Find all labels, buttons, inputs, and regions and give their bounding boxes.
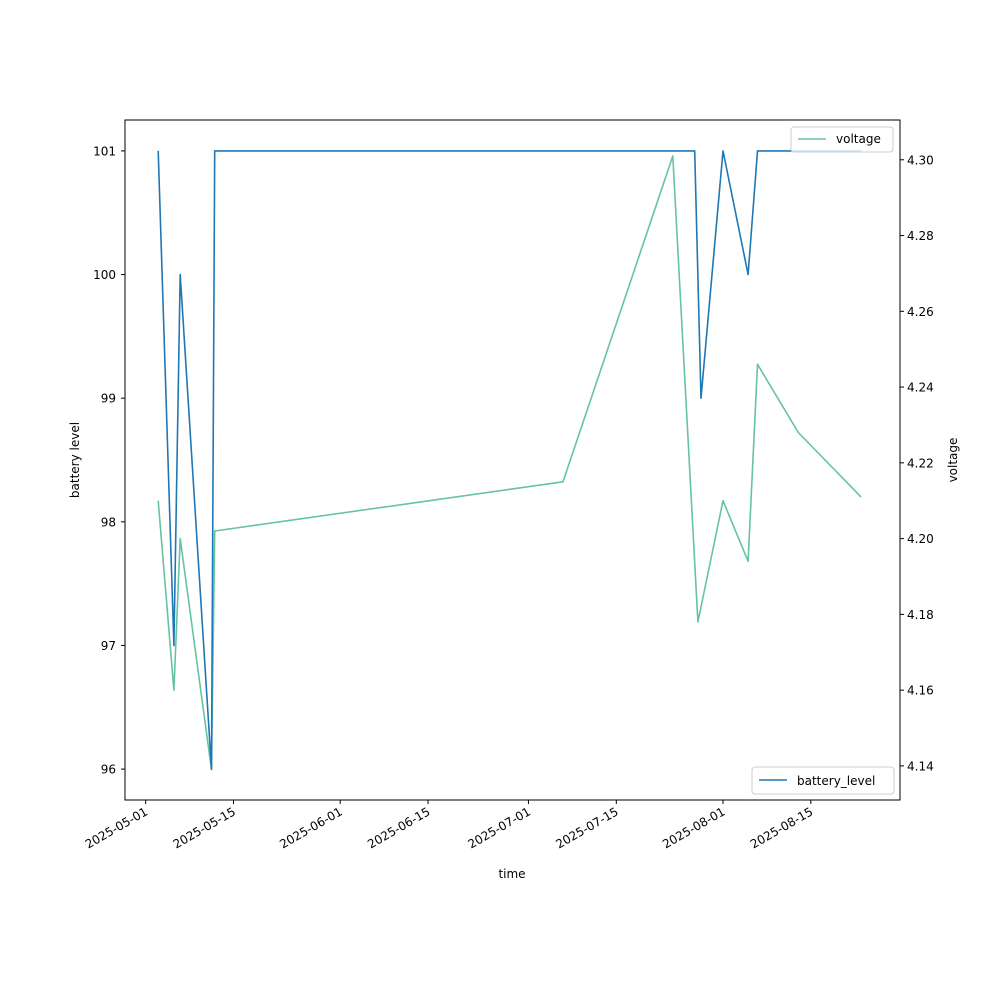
plot-lines	[157, 150, 862, 771]
right-y-tick-label: 4.18	[907, 608, 934, 622]
series-line-voltage	[157, 155, 862, 771]
right-y-tick-label: 4.30	[907, 153, 934, 167]
x-tick-label: 2025-06-01	[277, 804, 344, 851]
x-tick-label: 2025-08-15	[748, 804, 815, 851]
x-tick-label: 2025-07-15	[553, 804, 620, 851]
x-tick-label: 2025-05-01	[83, 804, 150, 851]
right-y-tick-label: 4.22	[907, 456, 934, 470]
x-tick-label: 2025-07-01	[466, 804, 533, 851]
left-y-axis-ticks: 96 97 98 99 100 101	[93, 144, 125, 777]
left-y-tick-label: 98	[101, 515, 116, 529]
right-y-tick-label: 4.26	[907, 305, 934, 319]
series-line-battery-level	[157, 150, 861, 770]
legend-voltage-label: voltage	[836, 132, 881, 146]
right-y-tick-label: 4.16	[907, 684, 934, 698]
right-y-tick-label: 4.24	[907, 381, 934, 395]
x-tick-label: 2025-05-15	[171, 804, 238, 851]
legend-battery-level-label: battery_level	[797, 774, 875, 788]
x-tick-label: 2025-06-15	[365, 804, 432, 851]
legend-voltage: voltage	[790, 126, 894, 153]
left-y-tick-label: 101	[93, 144, 116, 158]
plot-area-frame	[124, 119, 901, 801]
right-y-axis-ticks: 4.14 4.16 4.18 4.20 4.22 4.24 4.26 4.28 4.30	[900, 153, 934, 773]
x-axis-label: time	[498, 867, 525, 881]
right-y-tick-label: 4.20	[907, 532, 934, 546]
left-y-tick-label: 99	[101, 392, 116, 406]
right-y-tick-label: 4.14	[907, 759, 934, 773]
left-y-tick-label: 97	[101, 639, 116, 653]
x-tick-label: 2025-08-01	[660, 804, 727, 851]
left-y-tick-label: 100	[93, 268, 116, 282]
right-y-axis-label: voltage	[946, 438, 960, 483]
right-y-tick-label: 4.28	[907, 229, 934, 243]
x-axis-ticks: 2025-05-01 2025-05-15 2025-06-01 2025-06-15…	[83, 800, 815, 851]
left-y-tick-label: 96	[101, 763, 116, 777]
legend-battery-level: battery_level	[751, 766, 895, 795]
left-y-axis-label: battery level	[68, 422, 82, 498]
